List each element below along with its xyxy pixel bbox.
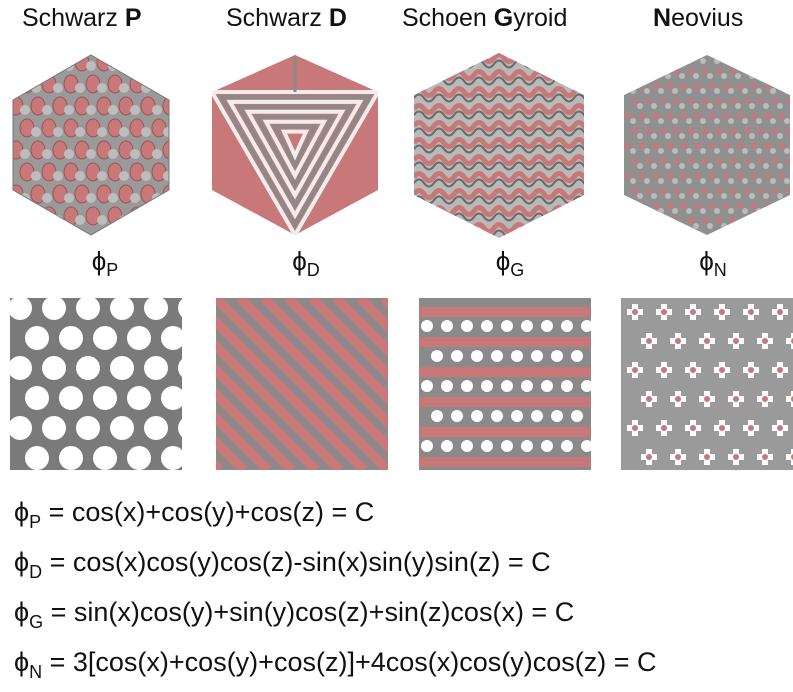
title-schoen-gyroid: Schoen Gyroid: [402, 4, 568, 32]
phi-label-p: ϕP: [91, 246, 119, 280]
schoen-gyroid-cube-image: [414, 53, 584, 238]
equation-block: ϕP = cos(x)+cos(y)+cos(z) = C ϕD = cos(x…: [14, 492, 657, 692]
schwarz-p-cube-image: [12, 54, 170, 236]
phi-label-g: ϕG: [495, 246, 525, 280]
schwarz-p-section-image: [10, 298, 182, 470]
schwarz-d-cube-image: [212, 55, 378, 235]
title-neovius: Neovius: [653, 4, 744, 32]
equation-d: ϕD = cos(x)cos(y)cos(z)-sin(x)sin(y)sin(…: [14, 547, 551, 582]
phi-label-d: ϕD: [292, 246, 320, 280]
neovius-cube-image: [624, 55, 790, 235]
title-schwarz-p: Schwarz P: [22, 4, 142, 32]
equation-p: ϕP = cos(x)+cos(y)+cos(z) = C: [14, 497, 375, 532]
title-schwarz-d: Schwarz D: [226, 4, 347, 32]
equation-n: ϕN = 3[cos(x)+cos(y)+cos(z)]+4cos(x)cos(…: [14, 647, 657, 682]
phi-label-n: ϕN: [699, 246, 727, 280]
equation-g: ϕG = sin(x)cos(y)+sin(y)cos(z)+sin(z)cos…: [14, 597, 575, 632]
schoen-gyroid-section-image: [419, 298, 591, 470]
schwarz-d-section-image: [216, 298, 388, 470]
neovius-section-image: [621, 298, 793, 470]
